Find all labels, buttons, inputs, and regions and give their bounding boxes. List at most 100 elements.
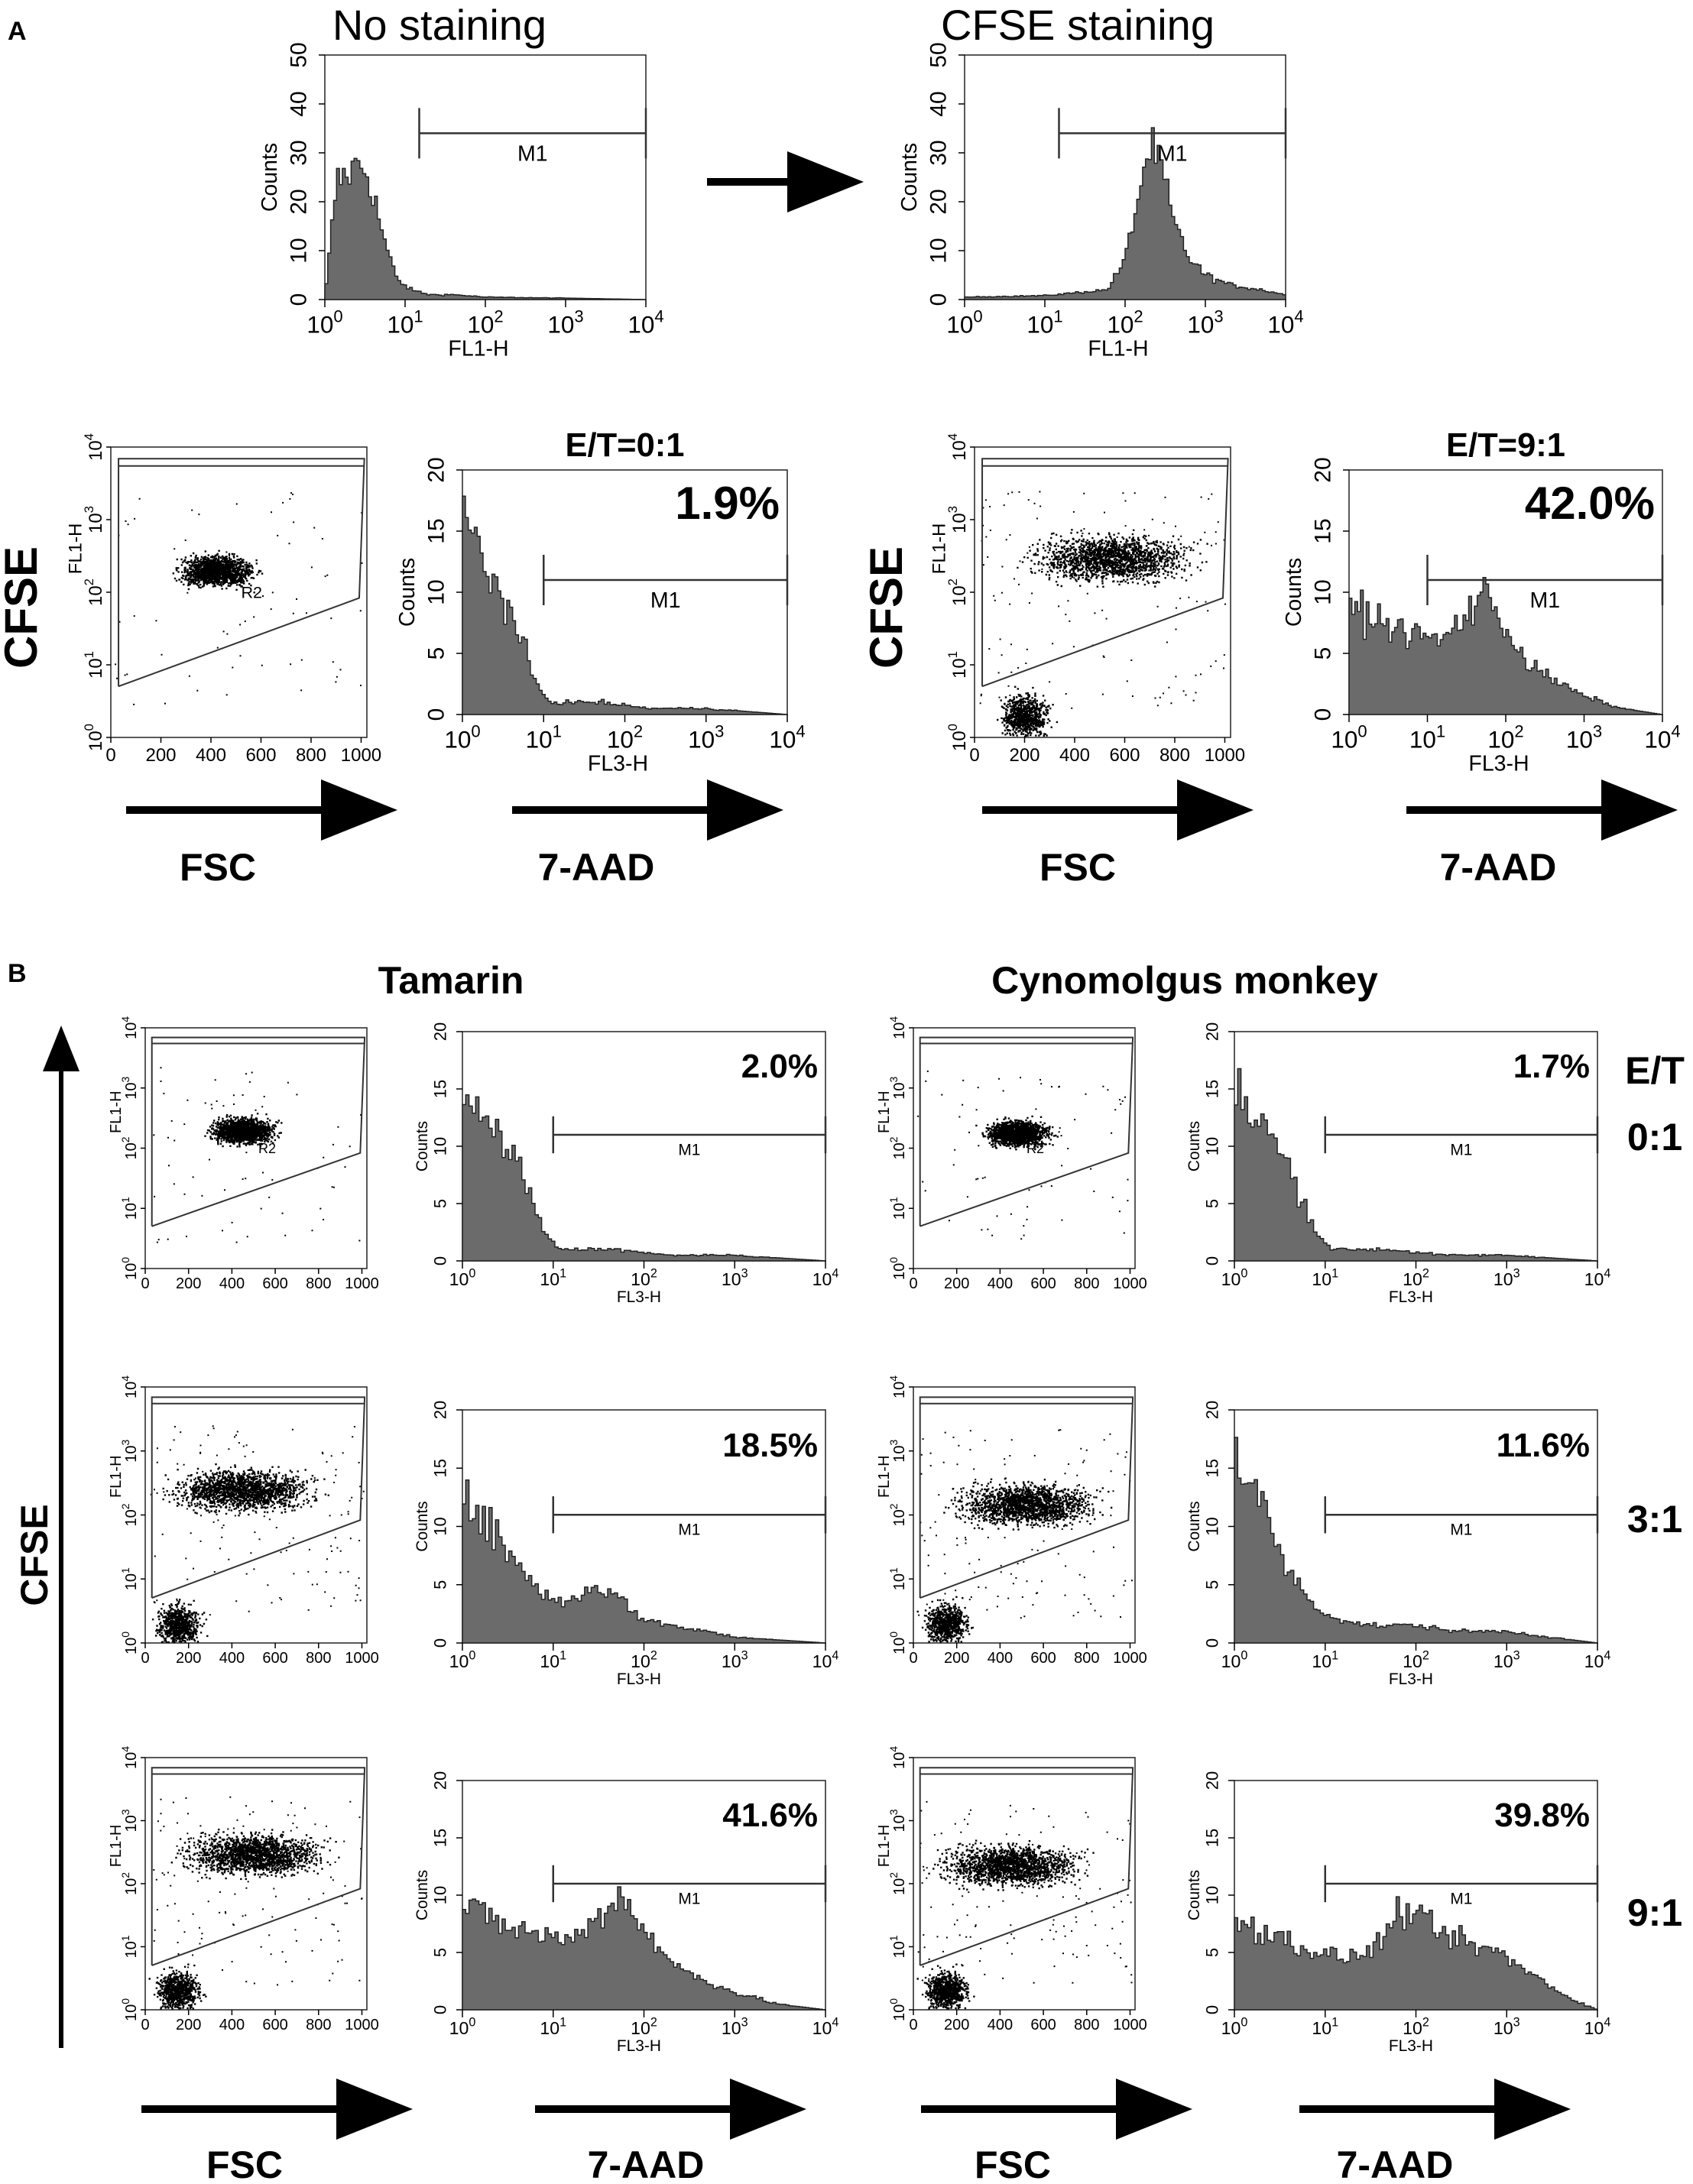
y-tick-label: 15 bbox=[1202, 1080, 1221, 1098]
gate-region-label: R2 bbox=[258, 1141, 276, 1156]
y-tick-label: 103 bbox=[887, 1077, 908, 1100]
y-tick-label: 104 bbox=[119, 1746, 140, 1769]
et-ratio-9: 9:1 bbox=[1627, 1891, 1682, 1934]
x-tick-label: 101 bbox=[1312, 1267, 1338, 1289]
y-tick-label: 0 bbox=[424, 708, 449, 721]
y-tick-label: 102 bbox=[945, 578, 970, 606]
no-staining-title: No staining bbox=[332, 1, 546, 49]
y-tick-label: 101 bbox=[119, 1567, 140, 1590]
event-dots bbox=[115, 492, 363, 705]
percent-annotation: 2.0% bbox=[741, 1048, 818, 1085]
scatter-b_tam_scatter_9: 100 101 102 103 104 0 200 400 600 800 1000 FL1-H bbox=[108, 1746, 379, 2033]
y-axis-title: Counts bbox=[1282, 558, 1306, 627]
event-dots bbox=[916, 1800, 1133, 2010]
x-axis-title: FL3-H bbox=[617, 1288, 661, 1306]
y-tick-label: 0 bbox=[287, 293, 312, 306]
histogram-area bbox=[1234, 1896, 1598, 2011]
y-axis-title: FL1-H bbox=[108, 1825, 125, 1868]
y-axis-title: Counts bbox=[414, 1501, 431, 1551]
x-tick-label: 103 bbox=[1494, 2016, 1520, 2038]
x-tick-label: 101 bbox=[387, 306, 423, 338]
y-tick-label: 10 bbox=[430, 1517, 449, 1535]
x-axis-title: FL1-H bbox=[1088, 337, 1148, 361]
x-tick-label: 103 bbox=[1494, 1649, 1520, 1671]
gate-label: M1 bbox=[1529, 588, 1560, 613]
x-axis-title: FL3-H bbox=[617, 2037, 661, 2055]
y-tick-label: 10 bbox=[1202, 1137, 1221, 1155]
y-tick-label: 5 bbox=[424, 647, 449, 660]
gate-label: M1 bbox=[1450, 1521, 1472, 1539]
et-header: E/T bbox=[1625, 1049, 1685, 1092]
x-tick-label: 400 bbox=[988, 2017, 1013, 2033]
gate-region bbox=[151, 1396, 366, 1599]
y-tick-label: 104 bbox=[887, 1376, 908, 1398]
y-tick-label: 50 bbox=[926, 42, 952, 67]
y-tick-label: 104 bbox=[82, 433, 106, 461]
x-axis-title: FL3-H bbox=[1468, 752, 1529, 776]
x-tick-label: 400 bbox=[219, 2017, 245, 2033]
scatter-a_scatter_9: 100 101 102 103 104 0 200 400 600 800 1000 FL1-H bbox=[929, 433, 1246, 766]
panel-a-letter: A bbox=[8, 17, 27, 46]
y-tick-label: 20 bbox=[1202, 1401, 1221, 1419]
y-axis-title: FL1-H bbox=[108, 1090, 125, 1133]
percent-annotation: 1.9% bbox=[675, 478, 780, 529]
x-tick-label: 1000 bbox=[345, 1650, 379, 1667]
y-tick-label: 103 bbox=[119, 1077, 140, 1100]
y-tick-label: 15 bbox=[430, 1459, 449, 1477]
percent-annotation: 18.5% bbox=[722, 1427, 818, 1464]
y-axis-title: FL1-H bbox=[876, 1825, 893, 1868]
x-tick-label: 0 bbox=[105, 745, 115, 766]
x-tick-label: 0 bbox=[969, 745, 979, 766]
x-axis-title: FL3-H bbox=[588, 752, 648, 776]
aad-label-b2: 7-AAD bbox=[1337, 2143, 1454, 2184]
x-tick-label: 1000 bbox=[345, 2017, 379, 2033]
x-tick-label: 400 bbox=[196, 745, 226, 766]
percent-annotation: 41.6% bbox=[722, 1797, 818, 1834]
y-axis-title: Counts bbox=[258, 143, 282, 212]
gate-label: M1 bbox=[517, 141, 548, 166]
y-tick-label: 102 bbox=[119, 1136, 140, 1159]
x-tick-label: 1000 bbox=[1113, 1650, 1147, 1667]
y-tick-label: 5 bbox=[1202, 1199, 1221, 1208]
x-axis-title: FL1-H bbox=[448, 337, 508, 361]
y-axis-title: Counts bbox=[897, 143, 922, 212]
y-tick-label: 100 bbox=[887, 1257, 908, 1280]
cfse-label-b: CFSE bbox=[13, 1504, 56, 1606]
y-tick-label: 0 bbox=[430, 2005, 449, 2014]
x-tick-label: 800 bbox=[1074, 2017, 1099, 2033]
percent-annotation: 42.0% bbox=[1525, 478, 1655, 529]
x-tick-label: 100 bbox=[1221, 2016, 1248, 2038]
y-tick-label: 10 bbox=[1202, 1886, 1221, 1904]
x-tick-label: 101 bbox=[540, 1267, 566, 1289]
y-tick-label: 100 bbox=[82, 724, 106, 751]
y-tick-label: 20 bbox=[1202, 1771, 1221, 1790]
y-tick-label: 10 bbox=[430, 1886, 449, 1904]
x-tick-label: 102 bbox=[607, 721, 643, 753]
aad-label-a2: 7-AAD bbox=[1440, 846, 1557, 889]
x-tick-label: 104 bbox=[812, 1267, 839, 1289]
histogram-title: E/T=9:1 bbox=[1446, 427, 1565, 464]
x-tick-label: 400 bbox=[219, 1650, 245, 1667]
x-tick-label: 104 bbox=[1267, 306, 1303, 338]
y-axis-title: FL1-H bbox=[66, 523, 86, 575]
x-tick-label: 200 bbox=[176, 1650, 201, 1667]
histogram-area bbox=[462, 1479, 826, 1644]
x-tick-label: 102 bbox=[1403, 1649, 1429, 1671]
x-tick-label: 101 bbox=[1409, 721, 1445, 753]
scatter-b_cyn_scatter_9: 100 101 102 103 104 0 200 400 600 800 1000 FL1-H bbox=[876, 1746, 1147, 2033]
gate-label: M1 bbox=[678, 1521, 700, 1539]
y-tick-label: 15 bbox=[1202, 1459, 1221, 1477]
y-axis-title: Counts bbox=[414, 1870, 431, 1920]
x-tick-label: 100 bbox=[1331, 721, 1367, 753]
y-tick-label: 20 bbox=[424, 457, 449, 482]
x-tick-label: 104 bbox=[812, 2016, 839, 2038]
x-tick-label: 800 bbox=[1074, 1275, 1099, 1292]
y-tick-label: 102 bbox=[887, 1136, 908, 1159]
x-tick-label: 800 bbox=[306, 1275, 331, 1292]
x-tick-label: 1000 bbox=[341, 745, 381, 766]
y-tick-label: 40 bbox=[287, 91, 312, 116]
x-tick-label: 100 bbox=[444, 721, 480, 753]
gate-region bbox=[151, 1036, 366, 1227]
y-tick-label: 15 bbox=[430, 1829, 449, 1847]
